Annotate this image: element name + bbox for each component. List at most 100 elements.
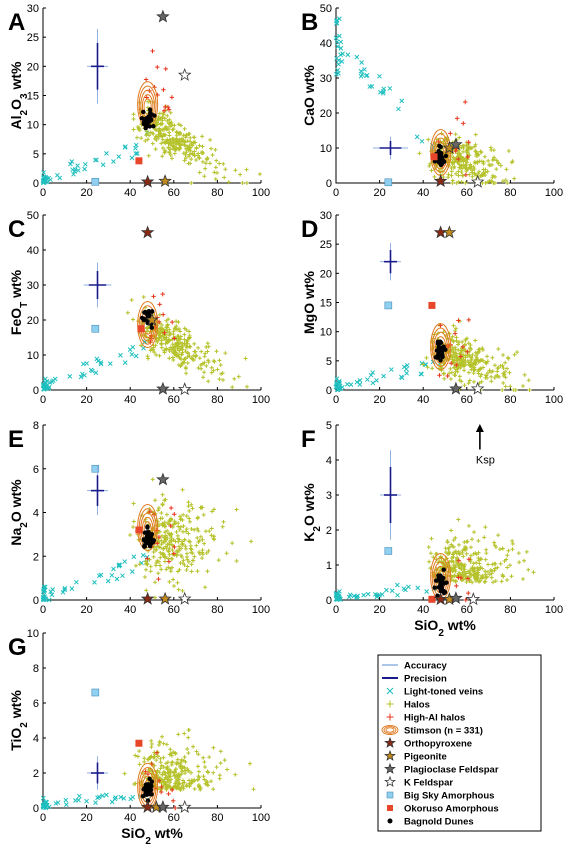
halo-point <box>190 151 195 156</box>
y-axis-label-text: O <box>8 99 24 110</box>
bagnold-point <box>440 346 446 351</box>
panel-d: 0 20 40 60 80 100 0 5 10 15 20 25 30D MgO wt% <box>301 210 563 406</box>
halo-point <box>189 181 194 185</box>
halo-point <box>158 131 163 136</box>
halo-point <box>170 547 175 552</box>
halo-point <box>189 502 194 507</box>
halo-point <box>467 378 472 383</box>
halo-point <box>125 310 130 315</box>
pigeonite-star <box>442 225 457 239</box>
halo-point <box>215 170 220 175</box>
halo-point <box>463 181 468 185</box>
halo-point <box>172 769 177 774</box>
x-tick-label: 40 <box>124 604 136 616</box>
halo-point <box>167 347 172 352</box>
halo-point <box>165 528 170 533</box>
halo-point <box>162 140 167 145</box>
bigsky-square <box>384 547 393 555</box>
halo-point <box>176 354 181 359</box>
halo-point <box>198 534 203 539</box>
halo-point <box>460 166 465 171</box>
halo-point <box>508 384 513 389</box>
vein-point <box>107 361 113 366</box>
halo-point <box>492 540 497 545</box>
halo-point <box>181 558 186 563</box>
halo-point <box>142 756 147 761</box>
halo-point <box>137 562 142 567</box>
halo-point <box>159 538 164 543</box>
bigsky-square <box>91 464 100 473</box>
y-tick-label: 4 <box>33 733 39 745</box>
x-tick-label: 80 <box>504 187 516 199</box>
bagnold-point <box>439 351 444 356</box>
halo-point <box>224 551 229 556</box>
x-axis-label-text: wt% <box>151 825 183 841</box>
y-tick-label: 30 <box>27 3 39 15</box>
halo-point <box>471 573 476 578</box>
halo-point <box>500 573 505 578</box>
halo-point <box>191 353 196 358</box>
vein-point <box>133 145 138 151</box>
halo-point <box>232 376 237 381</box>
halo-point <box>185 337 190 342</box>
vein-point <box>367 84 373 89</box>
halo-point <box>162 126 167 131</box>
halo-point <box>183 544 188 549</box>
vein-point <box>333 35 339 41</box>
vein-point <box>40 795 46 801</box>
orthopyroxene-star <box>433 174 448 188</box>
vein-point <box>122 559 128 564</box>
halo-point <box>177 567 182 572</box>
halo-point <box>203 351 208 356</box>
halo-point <box>467 579 472 584</box>
halo-point <box>159 327 164 332</box>
halo-point <box>162 148 167 153</box>
halo-point <box>156 506 161 511</box>
panel-a: 0 20 40 60 80 100 0 5 10 15 20 25 30A Al2O3 wt% <box>8 3 270 199</box>
halo-point <box>181 529 186 534</box>
bagnold-point <box>139 116 145 121</box>
y-tick-label: 40 <box>27 245 39 257</box>
halo-point <box>174 773 179 778</box>
halo-point <box>230 541 235 546</box>
halo-point <box>215 367 220 372</box>
halo-point <box>184 568 189 573</box>
halo-point <box>456 342 461 347</box>
halo-point <box>449 528 454 533</box>
halo-point <box>480 346 485 351</box>
halo-point <box>189 547 194 552</box>
halo-point <box>212 170 217 175</box>
bagnold-point <box>435 593 440 598</box>
halo-point <box>426 545 431 550</box>
halo-point <box>155 540 160 545</box>
halo-point <box>526 378 531 383</box>
halo-point <box>481 171 486 176</box>
y-tick-label: 5 <box>326 420 332 432</box>
vein-point <box>359 60 364 65</box>
halo-point <box>185 350 190 355</box>
vein-point <box>381 373 386 379</box>
y-tick-label: 20 <box>320 268 332 280</box>
x-tick-label: 20 <box>80 604 92 616</box>
halo-point <box>189 550 194 555</box>
halo-point <box>194 749 199 754</box>
halo-point <box>157 111 162 116</box>
halo-point <box>417 151 422 156</box>
halo-point <box>489 179 494 184</box>
halo-point <box>177 352 182 357</box>
high-al-point <box>456 575 461 580</box>
halo-point <box>151 131 156 136</box>
halo-point <box>178 329 183 334</box>
halo-point <box>493 579 498 584</box>
halo-point <box>431 555 436 560</box>
halo-point <box>142 759 147 764</box>
halo-point <box>522 372 527 377</box>
halo-point <box>512 176 517 181</box>
halo-point <box>531 570 536 575</box>
halo-point <box>458 361 463 366</box>
y-tick-label: 0 <box>33 385 39 397</box>
halo-point <box>186 531 191 536</box>
halo-point <box>485 169 490 174</box>
halo-point <box>485 370 490 375</box>
halo-point <box>164 512 169 517</box>
